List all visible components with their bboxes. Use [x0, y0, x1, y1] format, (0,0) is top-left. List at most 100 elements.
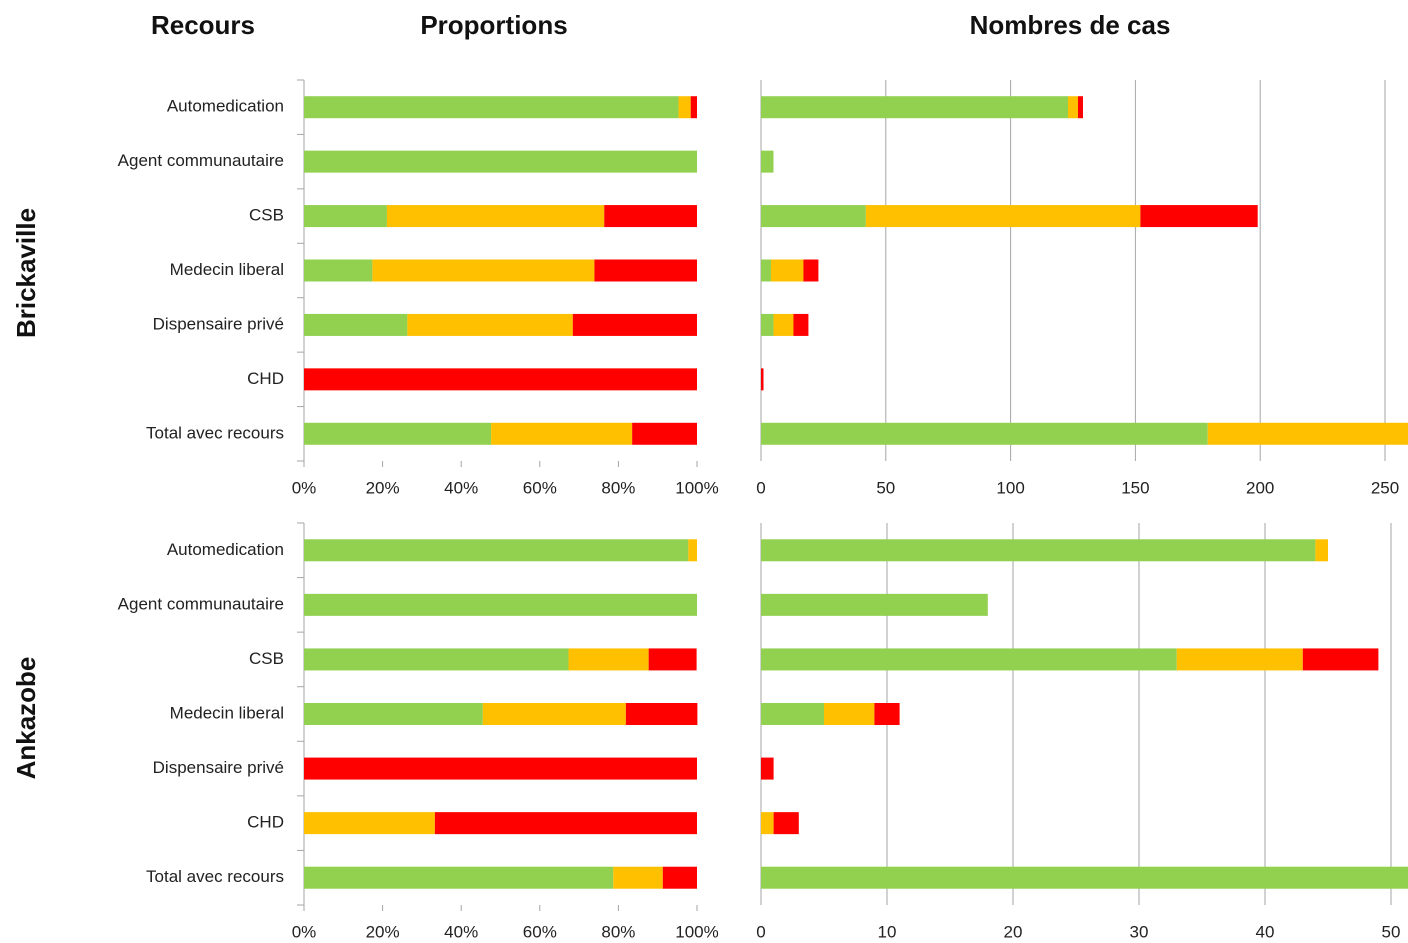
bar-segment: [594, 259, 697, 282]
bar-segment: [1176, 648, 1303, 671]
category-label: Total avec recours: [146, 423, 284, 442]
bar-segment: [304, 150, 697, 173]
bar-segment: [824, 703, 875, 725]
bar-segment: [1140, 205, 1258, 228]
bar-segment: [803, 259, 819, 282]
bar-segment: [372, 259, 595, 282]
x-tick-label: 80%: [601, 478, 635, 497]
bar-segment: [761, 259, 771, 282]
bar-segment: [386, 205, 605, 228]
x-tick-label: 40%: [444, 478, 478, 497]
group-label: Ankazobe: [11, 657, 41, 780]
category-label: Dispensaire privé: [153, 758, 284, 777]
x-tick-label: 20: [1004, 922, 1023, 941]
bar-segment: [662, 866, 697, 889]
category-label: Agent communautaire: [118, 594, 284, 613]
category-label: Automedication: [167, 97, 284, 116]
category-label: Automedication: [167, 540, 284, 559]
bar-segment: [491, 422, 633, 445]
x-tick-label: 50: [1382, 922, 1401, 941]
bar-segment: [304, 757, 697, 780]
bar-segment: [304, 205, 387, 228]
bar-segment: [770, 259, 804, 282]
x-tick-label: 50: [876, 478, 895, 497]
x-tick-label: 100: [996, 478, 1024, 497]
header: Nombres de cas: [970, 10, 1171, 40]
category-label: Agent communautaire: [118, 151, 284, 170]
header: Recours: [151, 10, 255, 40]
bar-segment: [304, 422, 492, 445]
bar-segment: [761, 313, 774, 336]
bar-segment: [632, 422, 697, 445]
x-tick-label: 0%: [292, 478, 317, 497]
bar-segment: [761, 593, 988, 616]
category-label: CHD: [247, 369, 284, 388]
bar-segment: [1077, 96, 1083, 119]
bar-segment: [761, 150, 774, 173]
x-tick-label: 40: [1256, 922, 1275, 941]
x-tick-label: 80%: [601, 922, 635, 941]
x-tick-label: 60%: [523, 922, 557, 941]
bar-segment: [773, 812, 799, 835]
bar-segment: [688, 539, 697, 562]
bar-segment: [304, 648, 569, 671]
bar-segment: [568, 648, 649, 671]
bar-segment: [773, 313, 794, 336]
bar-segment: [874, 703, 900, 725]
bar-segment: [304, 593, 697, 616]
bar-segment: [1315, 539, 1328, 562]
bar-segment: [761, 648, 1177, 671]
group-label: Brickaville: [11, 208, 41, 338]
bar-segment: [761, 205, 866, 228]
x-tick-label: 0: [756, 922, 765, 941]
bar-segment: [648, 648, 697, 671]
category-label: CHD: [247, 813, 284, 832]
x-tick-label: 0: [756, 478, 765, 497]
bar-segment: [304, 539, 689, 562]
bar-segment: [572, 313, 697, 336]
bar-segment: [761, 422, 1208, 445]
bar-segment: [304, 866, 614, 889]
bar-segment: [407, 313, 573, 336]
bar-segment: [761, 866, 1408, 889]
bar-segment: [761, 539, 1316, 562]
x-tick-label: 250: [1371, 478, 1399, 497]
bar-segment: [793, 313, 809, 336]
x-tick-label: 20%: [366, 478, 400, 497]
x-tick-label: 0%: [292, 922, 317, 941]
category-label: Medecin liberal: [170, 260, 284, 279]
bar-segment: [304, 313, 408, 336]
x-tick-label: 60%: [523, 478, 557, 497]
bar-segment: [761, 703, 824, 725]
bar-segment: [304, 368, 697, 391]
x-tick-label: 20%: [366, 922, 400, 941]
bar-segment: [625, 703, 698, 725]
category-label: Dispensaire privé: [153, 314, 284, 333]
bar-segment: [304, 96, 679, 119]
x-tick-label: 200: [1246, 478, 1274, 497]
bar-segment: [761, 812, 774, 835]
bar-segment: [678, 96, 691, 119]
x-tick-label: 40%: [444, 922, 478, 941]
bar-segment: [761, 757, 774, 780]
bar-segment: [304, 703, 483, 725]
x-tick-label: 100%: [675, 922, 718, 941]
bar-segment: [1207, 422, 1408, 445]
x-tick-label: 100%: [675, 478, 718, 497]
x-tick-label: 30: [1130, 922, 1149, 941]
category-label: Medecin liberal: [170, 703, 284, 722]
bar-segment: [304, 812, 435, 835]
bar-segment: [482, 703, 626, 725]
bar-segment: [1068, 96, 1078, 119]
bar-segment: [613, 866, 663, 889]
bar-segment: [761, 368, 764, 391]
bar-segment: [1302, 648, 1379, 671]
bar-segment: [865, 205, 1141, 228]
category-label: Total avec recours: [146, 867, 284, 886]
x-tick-label: 150: [1121, 478, 1149, 497]
header: Proportions: [420, 10, 567, 40]
category-label: CSB: [249, 206, 284, 225]
x-tick-label: 10: [878, 922, 897, 941]
bar-segment: [304, 259, 373, 282]
